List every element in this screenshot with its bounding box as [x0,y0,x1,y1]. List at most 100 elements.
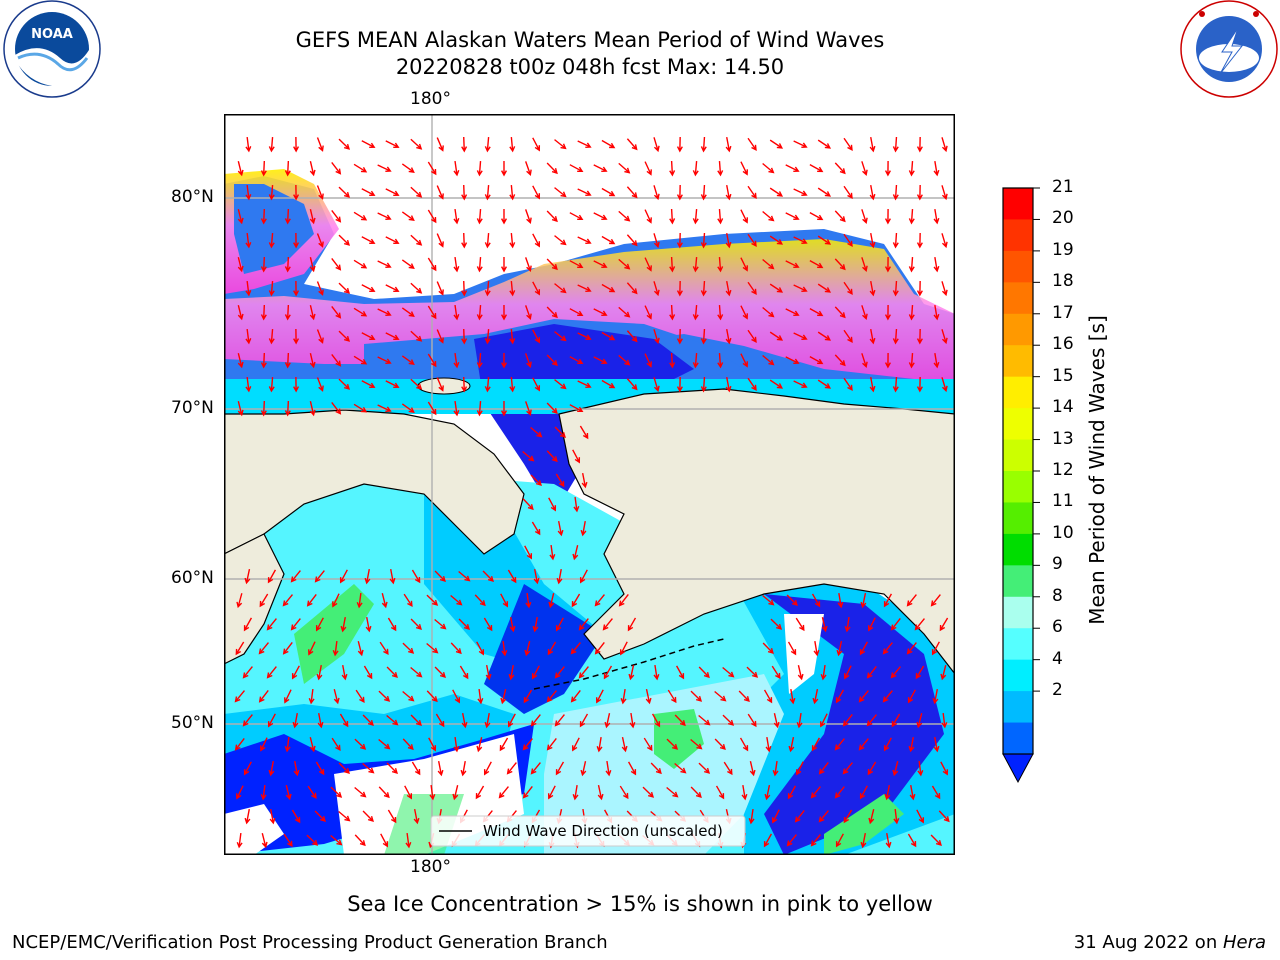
wind-wave-arrow [410,138,423,150]
wind-wave-arrow [858,738,869,751]
wind-wave-arrow [484,328,491,345]
wind-wave-arrow [309,401,316,417]
wind-wave-arrow [353,403,368,413]
colorbar-segment [1003,659,1033,692]
wind-wave-arrow [869,376,876,393]
wind-wave-arrow [306,594,317,607]
wind-wave-arrow [245,376,252,393]
colorbar-segment [1003,313,1033,346]
wind-wave-arrow [817,331,832,341]
wind-wave-arrow [411,761,421,776]
wind-wave-arrow [284,208,291,225]
wind-wave-arrow [690,690,703,702]
wind-wave-arrow [309,257,316,273]
legend-text: Wind Wave Direction (unscaled) [483,822,723,840]
wind-wave-arrow [532,329,541,344]
wind-wave-arrow [554,139,567,150]
wind-wave-arrow [722,666,735,678]
wind-wave-arrow [379,641,389,656]
wind-wave-arrow [628,665,635,681]
wind-wave-arrow [284,304,291,321]
wind-wave-arrow [260,208,267,225]
wind-wave-arrow [785,212,800,220]
wind-wave-arrow [817,283,832,293]
wind-wave-arrow [593,308,608,317]
wind-wave-arrow [410,186,423,198]
wind-wave-arrow [941,233,948,249]
wrangel-island [417,377,471,395]
wind-wave-arrow [453,400,460,417]
wind-wave-arrow [410,330,423,342]
wind-wave-arrow [410,618,422,631]
wind-wave-arrow [500,689,507,705]
machine-name: Hera [1222,932,1266,953]
wind-wave-arrow [427,401,437,416]
wind-wave-arrow [908,304,915,321]
wind-wave-arrow [338,810,351,822]
wind-wave-arrow [669,256,676,273]
wind-wave-arrow [809,163,824,173]
wind-wave-arrow [403,593,413,608]
wind-wave-arrow [341,664,348,681]
wind-wave-arrow [669,208,676,225]
wind-wave-arrow [307,785,317,800]
wind-wave-arrow [869,328,876,345]
wind-wave-arrow [484,232,491,249]
wind-wave-arrow [453,352,460,369]
wind-wave-arrow [813,640,820,657]
wind-wave-arrow [941,377,948,393]
wind-wave-arrow [749,761,756,777]
wind-wave-arrow [572,784,579,801]
wind-wave-arrow [331,306,342,319]
wind-wave-arrow [819,713,828,728]
wind-wave-arrow [771,809,780,824]
wind-wave-arrow [676,232,683,249]
lat-label-50: 50°N [171,713,214,733]
wind-wave-arrow [314,570,325,583]
wind-wave-arrow [884,784,891,801]
wind-wave-arrow [354,834,366,847]
wind-wave-arrow [747,281,757,295]
wind-wave-arrow [882,690,893,703]
wind-wave-arrow [316,377,324,392]
wind-wave-arrow [405,832,412,849]
wind-wave-arrow [532,233,541,248]
wind-wave-arrow [817,379,832,389]
wind-wave-arrow [461,232,468,249]
colorbar-labels: 21 20 19 18 17 16 15 14 13 12 11 10 9 8 6 4 2 [1052,177,1092,756]
wind-wave-arrow [860,832,867,849]
wind-wave-arrow [546,258,558,271]
wind-wave-arrow [385,332,400,341]
colorbar-tick-label: 12 [1052,460,1074,480]
wind-wave-arrow [555,473,565,488]
wind-wave-arrow [475,785,485,800]
colorbar-segment [1003,250,1033,283]
wind-wave-arrow [906,642,917,655]
wind-wave-arrow [916,136,923,153]
wind-wave-arrow [309,737,316,753]
wind-wave-arrow [410,234,423,246]
wind-wave-arrow [282,594,293,607]
wind-wave-arrow [569,164,584,173]
colorbar-segment [1003,408,1033,441]
colorbar-segment [1003,691,1033,724]
wind-wave-arrow [722,714,735,726]
wind-wave-arrow [785,260,800,268]
wind-wave-arrow [593,212,608,221]
wind-wave-arrow [330,786,343,798]
wind-wave-arrow [436,329,444,344]
wind-wave-arrow [484,376,491,393]
wind-wave-arrow [674,714,686,727]
wind-wave-arrow [596,736,603,753]
wind-wave-arrow [717,160,724,177]
wind-wave-arrow [793,140,808,148]
wind-wave-arrow [676,376,683,393]
wind-wave-arrow [786,594,798,607]
wind-wave-arrow [401,307,415,317]
wind-wave-arrow [916,280,923,297]
land-siberia [224,409,525,555]
colorbar-tick-label: 19 [1052,239,1074,260]
wind-wave-arrow [283,833,293,848]
wind-wave-arrow [787,641,797,656]
wind-wave-arrow [738,690,750,703]
